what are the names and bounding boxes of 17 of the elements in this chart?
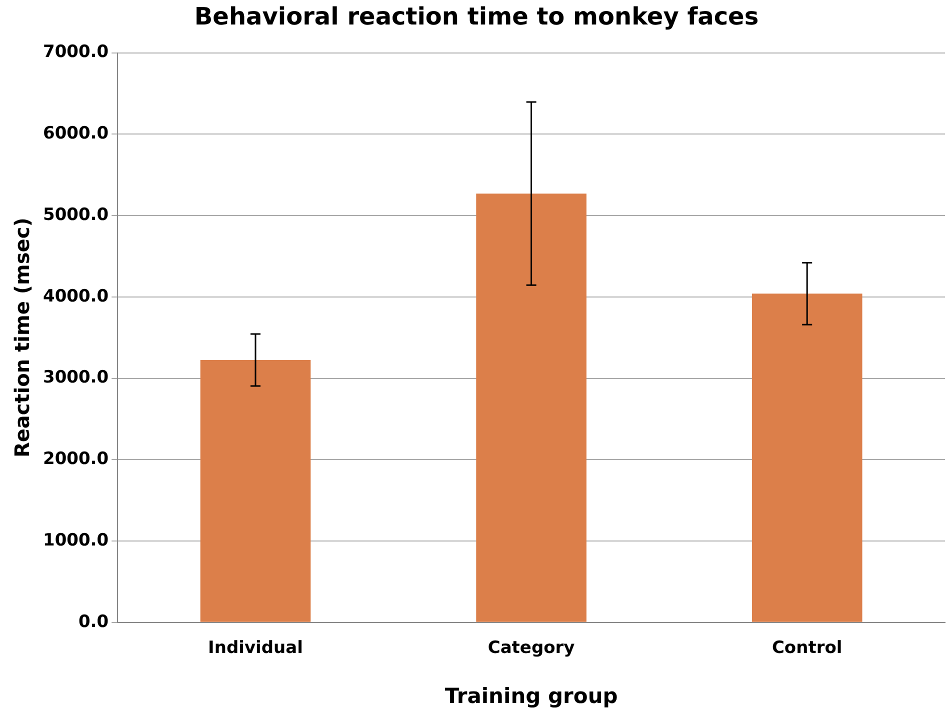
y-tick-label: 2000.0 [42, 449, 109, 470]
y-tick-label: 4000.0 [42, 286, 109, 306]
y-axis-title: Reaction time (msec) [10, 218, 34, 458]
y-tick-label: 7000.0 [42, 42, 109, 62]
x-axis-title: Training group [444, 684, 618, 708]
chart-title: Behavioral reaction time to monkey faces [194, 2, 759, 31]
y-tick-label: 5000.0 [42, 204, 109, 225]
x-tick-label: Individual [208, 638, 303, 658]
x-tick-label: Category [488, 638, 575, 658]
bar [752, 294, 862, 622]
y-tick-label: 0.0 [78, 612, 109, 632]
y-tick-label: 1000.0 [42, 530, 109, 550]
bar [476, 194, 586, 622]
y-tick-label: 3000.0 [42, 368, 109, 388]
x-tick-label: Control [772, 638, 842, 658]
bar [200, 360, 311, 622]
y-tick-label: 6000.0 [42, 124, 109, 144]
